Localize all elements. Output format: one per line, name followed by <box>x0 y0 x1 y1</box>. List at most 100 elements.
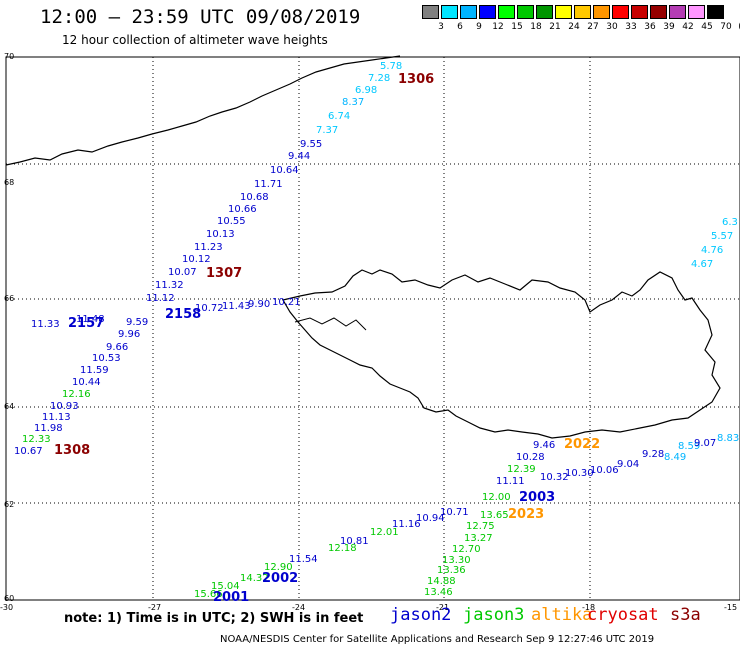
lon-label: -27 <box>148 603 162 612</box>
wave-height-label: 12.70 <box>452 544 481 555</box>
lat-label: 60 <box>4 594 15 603</box>
wave-height-label: 10.94 <box>416 513 445 524</box>
wave-height-label: 9.90 <box>248 299 271 310</box>
track-label: 2158 <box>165 307 202 322</box>
scale-label: 30 <box>606 22 618 32</box>
scale-swatch <box>707 5 724 19</box>
wave-height-label: 6.3 <box>722 217 738 228</box>
scale-label: 36 <box>644 22 656 32</box>
legend-altika: altika <box>531 605 593 625</box>
wave-height-label: 10.71 <box>440 507 469 518</box>
wave-height-label: 12.01 <box>370 527 399 538</box>
lon-label: -18 <box>582 603 596 612</box>
wave-height-label: 10.53 <box>92 353 121 364</box>
scale-swatch <box>688 5 705 19</box>
wave-height-label: 10.72 <box>195 303 224 314</box>
wave-height-label: 13.36 <box>437 565 466 576</box>
wave-height-label: 12.90 <box>264 562 293 573</box>
scale-label: 15 <box>511 22 523 32</box>
scale-swatch <box>631 5 648 19</box>
lat-label: 64 <box>4 402 15 411</box>
track-label: 2002 <box>262 571 299 586</box>
lon-label: -21 <box>436 603 450 612</box>
scale-swatch <box>441 5 458 19</box>
scale-label: 6 <box>457 22 463 32</box>
lat-label: 62 <box>4 500 15 509</box>
track-label: 1306 <box>398 72 435 87</box>
wave-height-label: 7.37 <box>316 125 339 136</box>
scale-label: 21 <box>549 22 561 32</box>
wave-height-label: 9.96 <box>118 329 141 340</box>
scale-label: 12 <box>492 22 504 32</box>
track-label: 2003 <box>519 490 556 505</box>
grid <box>6 56 740 600</box>
scale-label: 3 <box>438 22 444 32</box>
wave-height-label: 11.48 <box>76 314 105 325</box>
wave-height-label: 13.65 <box>480 510 509 521</box>
wave-height-label: 10.68 <box>240 192 269 203</box>
scale-swatch <box>612 5 629 19</box>
wave-height-label: 6.74 <box>328 111 351 122</box>
wave-height-label: 13.30 <box>442 555 471 566</box>
wave-height-label: 9.07 <box>694 438 717 449</box>
scale-label: 18 <box>530 22 542 32</box>
legend-jason2: jason2 <box>390 605 452 625</box>
scale-label: 27 <box>587 22 599 32</box>
wave-height-label: 9.46 <box>533 440 556 451</box>
wave-height-label: 12.18 <box>328 543 357 554</box>
wave-height-label: 11.23 <box>194 242 223 253</box>
wave-height-label: 11.54 <box>289 554 318 565</box>
wave-height-label: 10.81 <box>340 536 369 547</box>
wave-height-label: 11.59 <box>80 365 109 376</box>
wave-height-label: 14.32 <box>240 573 269 584</box>
wave-height-label: 12.33 <box>22 434 51 445</box>
iceland-peninsula <box>294 317 367 331</box>
scale-label: 42 <box>682 22 694 32</box>
scale-label: 33 <box>625 22 637 32</box>
lat-label: 70 <box>4 52 15 61</box>
scale-label: 39 <box>663 22 675 32</box>
wave-height-label: 10.44 <box>72 377 101 388</box>
track-label: 2023 <box>508 507 545 522</box>
wave-height-label: 6.98 <box>355 85 378 96</box>
wave-height-label: 10.30 <box>565 468 594 479</box>
wave-height-label: 10.93 <box>50 401 79 412</box>
scale-swatch <box>422 5 439 19</box>
scale-label: 9 <box>476 22 482 32</box>
wave-height-label: 12.39 <box>507 464 536 475</box>
map-frame <box>5 56 740 601</box>
wave-height-label: 9.59 <box>126 317 149 328</box>
wave-height-label: 9.44 <box>288 151 311 162</box>
wave-height-label: 11.33 <box>31 319 60 330</box>
wave-height-label: 10.28 <box>516 452 545 463</box>
scale-label: (ft) <box>734 22 740 32</box>
scale-swatch <box>669 5 686 19</box>
wave-height-label: 10.21 <box>272 297 301 308</box>
wave-height-label: 13.27 <box>464 533 493 544</box>
wave-height-label: 10.64 <box>270 165 299 176</box>
wave-height-label: 11.71 <box>254 179 283 190</box>
legend-cryosat: cryosat <box>587 605 659 625</box>
wave-height-label: 10.12 <box>182 254 211 265</box>
wave-height-label: 11.43 <box>222 301 251 312</box>
lat-label: 66 <box>4 294 15 303</box>
wave-height-label: 9.55 <box>300 139 323 150</box>
wave-height-label: 8.37 <box>342 97 365 108</box>
wave-height-label: 11.16 <box>392 519 421 530</box>
scale-swatch <box>517 5 534 19</box>
lon-label: -30 <box>0 603 14 612</box>
wave-height-label: 8.83 <box>717 433 740 444</box>
greenland-coastline <box>5 55 401 166</box>
track-label: 2157 <box>68 316 105 331</box>
track-label: 1308 <box>54 443 91 458</box>
wave-height-label: 5.78 <box>380 61 403 72</box>
wave-height-label: 9.66 <box>106 342 129 353</box>
legend-jason3: jason3 <box>463 605 525 625</box>
wave-height-label: 11.11 <box>496 476 525 487</box>
scale-label: 24 <box>568 22 580 32</box>
wave-height-label: 11.98 <box>34 423 63 434</box>
wave-height-label: 8.59 <box>678 441 701 452</box>
footer-note: note: 1) Time is in UTC; 2) SWH is in fe… <box>64 611 364 626</box>
wave-height-label: 12.00 <box>482 492 511 503</box>
